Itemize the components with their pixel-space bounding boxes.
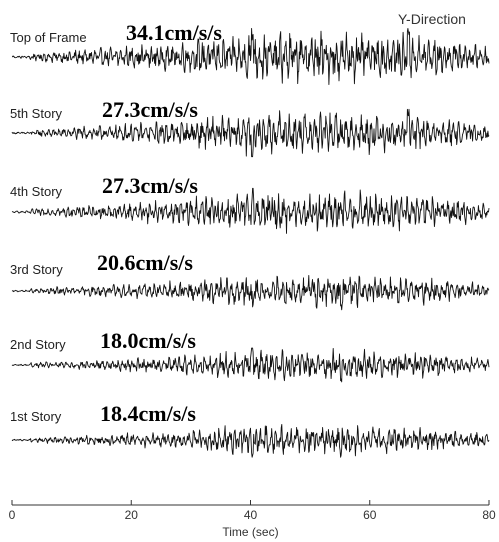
series-label-1: Top of Frame [10, 30, 87, 45]
x-tick-label-20: 20 [125, 508, 139, 522]
trace-1 [11, 27, 490, 85]
trace-3 [11, 187, 490, 234]
x-tick-label-60: 60 [363, 508, 377, 522]
series-label-3: 4th Story [10, 184, 63, 199]
peak-label-6: 18.4cm/s/s [100, 401, 196, 426]
x-axis-title: Time (sec) [222, 525, 278, 539]
x-tick-label-80: 80 [482, 508, 496, 522]
peak-label-3: 27.3cm/s/s [102, 173, 198, 198]
traces-group [11, 27, 490, 458]
series-label-2: 5th Story [10, 106, 63, 121]
trace-6 [11, 423, 490, 458]
peak-label-2: 27.3cm/s/s [102, 97, 198, 122]
trace-2 [11, 108, 490, 158]
x-tick-label-0: 0 [9, 508, 16, 522]
labels-group: Top of Frame 34.1cm/s/s 5th Story 27.3cm/s/… [10, 20, 222, 426]
peak-label-4: 20.6cm/s/s [97, 250, 193, 275]
time-axis: 0 20 40 60 80 [9, 500, 496, 522]
trace-5 [11, 347, 490, 383]
series-label-6: 1st Story [10, 409, 62, 424]
x-tick-label-40: 40 [244, 508, 258, 522]
direction-label: Y-Direction [398, 11, 466, 27]
series-label-4: 3rd Story [10, 262, 63, 277]
series-label-5: 2nd Story [10, 337, 66, 352]
peak-label-5: 18.0cm/s/s [100, 328, 196, 353]
peak-label-1: 34.1cm/s/s [126, 20, 222, 45]
trace-4 [11, 275, 490, 311]
